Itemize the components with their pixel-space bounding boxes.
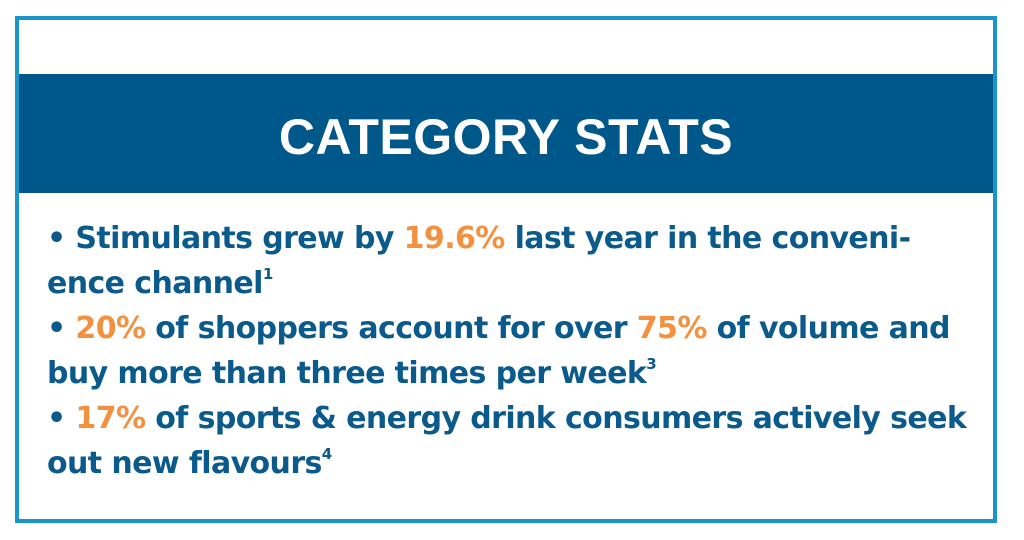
bullet: • [47,401,76,436]
stats-list: • Stimulants grew by 19.6% last year in … [47,216,977,486]
footnote-marker: 3 [646,355,657,373]
category-stats-card: CATEGORY STATS • Stimulants grew by 19.6… [15,16,997,523]
header-title: CATEGORY STATS [278,108,734,165]
stat-text: Stimulants grew by [75,221,404,256]
header-banner: CATEGORY STATS [19,74,993,193]
stat-highlight: 75% [636,311,708,346]
stat-text: of sports & energy drink consumers activ… [47,401,967,481]
bullet: • [47,311,76,346]
bullet: • [47,221,76,256]
stat-text: of shoppers account for over [145,311,637,346]
footnote-marker: 1 [262,265,273,283]
stat-item-shopper-volume: • 20% of shoppers account for over 75% o… [47,306,977,396]
stat-text: last year in the conveni- ence channel [47,221,911,301]
stat-highlight: 17% [75,401,146,436]
stat-highlight: 20% [75,311,146,346]
stat-item-stimulants-growth: • Stimulants grew by 19.6% last year in … [47,216,977,306]
stat-item-new-flavours: • 17% of sports & energy drink consumers… [47,396,977,486]
footnote-marker: 4 [321,445,332,463]
stat-highlight: 19.6% [403,221,506,256]
stat-text: of volume and buy more than three times … [47,311,950,391]
